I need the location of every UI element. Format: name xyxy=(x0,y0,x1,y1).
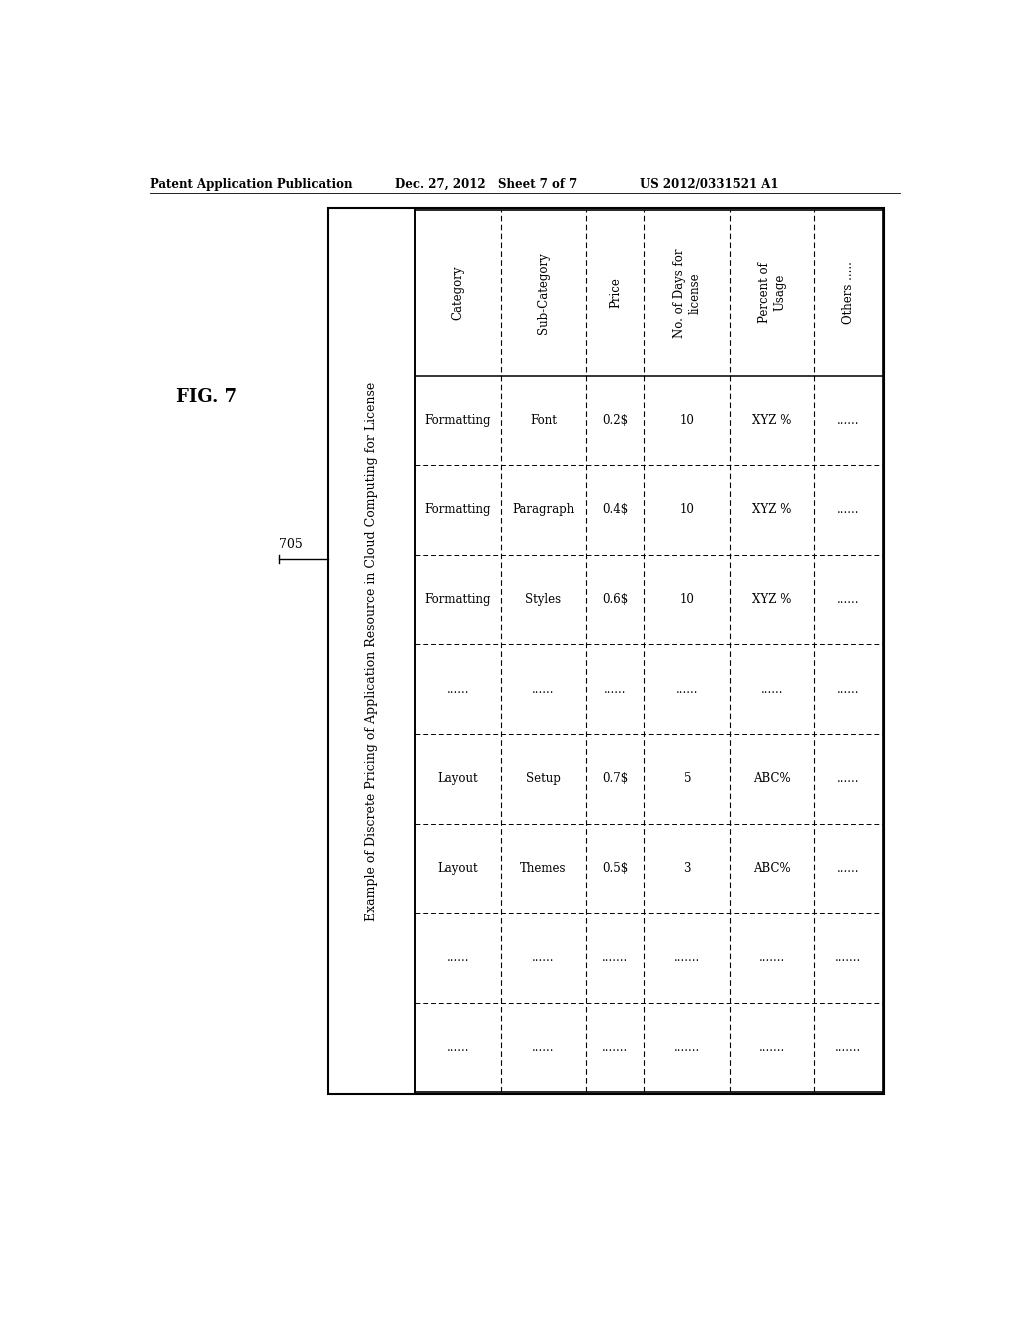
Text: .......: ....... xyxy=(836,1041,861,1055)
Text: ......: ...... xyxy=(676,682,698,696)
Text: Dec. 27, 2012   Sheet 7 of 7: Dec. 27, 2012 Sheet 7 of 7 xyxy=(395,178,578,190)
Text: 0.7$: 0.7$ xyxy=(602,772,629,785)
Text: 3: 3 xyxy=(684,862,691,875)
Text: ......: ...... xyxy=(837,772,859,785)
Text: Formatting: Formatting xyxy=(424,414,490,426)
Text: Setup: Setup xyxy=(526,772,561,785)
Text: .......: ....... xyxy=(759,952,785,965)
Text: 0.6$: 0.6$ xyxy=(602,593,629,606)
Text: .......: ....... xyxy=(602,1041,629,1055)
Text: ......: ...... xyxy=(837,503,859,516)
Text: Paragraph: Paragraph xyxy=(512,503,574,516)
Text: ABC%: ABC% xyxy=(754,772,791,785)
Text: .......: ....... xyxy=(602,952,629,965)
Text: ......: ...... xyxy=(837,862,859,875)
Text: XYZ %: XYZ % xyxy=(753,503,792,516)
Text: Category: Category xyxy=(452,265,464,319)
Text: Styles: Styles xyxy=(525,593,561,606)
Text: ......: ...... xyxy=(446,682,469,696)
Text: ABC%: ABC% xyxy=(754,862,791,875)
Text: ......: ...... xyxy=(532,952,555,965)
Text: Layout: Layout xyxy=(437,862,478,875)
Text: 0.4$: 0.4$ xyxy=(602,503,629,516)
Text: FIG. 7: FIG. 7 xyxy=(176,388,238,407)
Text: ......: ...... xyxy=(837,414,859,426)
Text: ......: ...... xyxy=(532,1041,555,1055)
Text: Themes: Themes xyxy=(520,862,566,875)
Text: Patent Application Publication: Patent Application Publication xyxy=(150,178,352,190)
Text: .......: ....... xyxy=(759,1041,785,1055)
Text: Formatting: Formatting xyxy=(424,593,490,606)
Text: .......: ....... xyxy=(674,952,700,965)
Text: .......: ....... xyxy=(674,1041,700,1055)
Text: Layout: Layout xyxy=(437,772,478,785)
Text: ......: ...... xyxy=(837,593,859,606)
Text: Sub-Category: Sub-Category xyxy=(537,252,550,334)
Text: XYZ %: XYZ % xyxy=(753,414,792,426)
Text: XYZ %: XYZ % xyxy=(753,593,792,606)
Text: 5: 5 xyxy=(684,772,691,785)
Text: .......: ....... xyxy=(836,952,861,965)
Text: ......: ...... xyxy=(761,682,783,696)
Text: Font: Font xyxy=(530,414,557,426)
Text: US 2012/0331521 A1: US 2012/0331521 A1 xyxy=(640,178,778,190)
Text: Others .....: Others ..... xyxy=(842,261,855,325)
Text: ......: ...... xyxy=(604,682,627,696)
Text: 0.5$: 0.5$ xyxy=(602,862,629,875)
Text: ......: ...... xyxy=(446,952,469,965)
Text: ......: ...... xyxy=(446,1041,469,1055)
Bar xyxy=(328,209,885,1094)
Text: 10: 10 xyxy=(680,503,694,516)
Text: No. of Days for
license: No. of Days for license xyxy=(674,248,701,338)
Text: ......: ...... xyxy=(837,682,859,696)
Text: Percent of
Usage: Percent of Usage xyxy=(758,263,786,323)
Text: 10: 10 xyxy=(680,593,694,606)
Text: Formatting: Formatting xyxy=(424,503,490,516)
Text: 705: 705 xyxy=(280,539,303,552)
Text: 10: 10 xyxy=(680,414,694,426)
Text: Example of Discrete Pricing of Application Resource in Cloud Computing for Licen: Example of Discrete Pricing of Applicati… xyxy=(365,381,378,921)
Text: ......: ...... xyxy=(532,682,555,696)
Text: Price: Price xyxy=(609,277,622,308)
Text: 0.2$: 0.2$ xyxy=(602,414,629,426)
